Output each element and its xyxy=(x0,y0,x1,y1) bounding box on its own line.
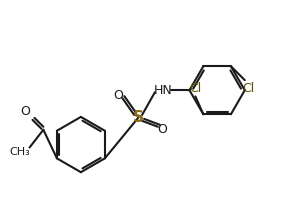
Text: O: O xyxy=(157,123,167,136)
Text: O: O xyxy=(114,89,123,102)
Text: HN: HN xyxy=(153,84,172,97)
Text: Cl: Cl xyxy=(189,82,201,95)
Text: O: O xyxy=(21,106,30,118)
Text: Cl: Cl xyxy=(243,81,255,95)
Text: CH₃: CH₃ xyxy=(9,147,30,157)
Text: S: S xyxy=(133,110,144,125)
